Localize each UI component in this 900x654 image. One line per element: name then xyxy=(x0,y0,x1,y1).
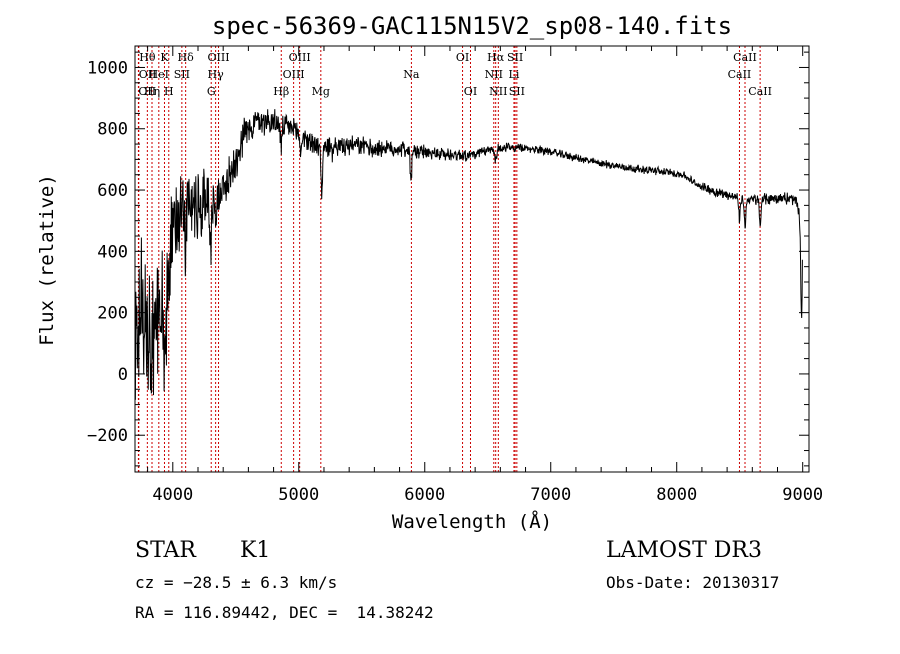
object-subclass: K1 xyxy=(240,538,271,563)
sky-coordinates: RA = 116.89442, DEC = 14.38242 xyxy=(135,603,434,622)
y-tick-label: 400 xyxy=(97,242,128,262)
spectral-line-label: OII xyxy=(139,68,157,81)
spectral-line-label: OIII xyxy=(289,51,311,64)
spectral-line-label: SII xyxy=(509,85,525,98)
x-tick-label: 7000 xyxy=(530,485,571,505)
y-tick-label: 200 xyxy=(97,304,128,324)
x-axis-label: Wavelength (Å) xyxy=(392,510,552,533)
spectral-line-label: Mg xyxy=(312,85,330,98)
x-tick-label: 9000 xyxy=(782,485,823,505)
chart-title: spec-56369-GAC115N15V2_sp08-140.fits xyxy=(212,12,732,40)
spectral-line-markers xyxy=(137,46,761,472)
spectral-line-label: Hθ xyxy=(139,51,156,64)
spectral-line-label: CaII xyxy=(748,85,772,98)
spectral-line-label: H xyxy=(164,85,174,98)
spectral-line-label: NII xyxy=(485,68,503,81)
y-tick-label: 600 xyxy=(97,181,128,201)
spectral-line-label: Hη xyxy=(144,85,160,98)
plot-frame xyxy=(134,45,810,473)
x-tick-label: 4000 xyxy=(152,485,193,505)
spectral-line-label: OII xyxy=(138,85,156,98)
x-tick-label: 6000 xyxy=(404,485,445,505)
spectral-line-label: G xyxy=(207,85,216,98)
spectral-line-label: Hδ xyxy=(178,51,195,64)
spectral-line-label: Hβ xyxy=(273,85,289,98)
spectral-line-label: CaII xyxy=(733,51,757,64)
spectral-line-label: NII xyxy=(489,85,507,98)
spectral-line-labels: OIIOIIHθHηHeIKHSIIHδGHγOIIIHβOIIIOIIIMgN… xyxy=(138,51,772,98)
y-axis-label: Flux (relative) xyxy=(36,174,58,346)
observation-date: Obs-Date: 20130317 xyxy=(606,573,780,592)
survey-label: LAMOST DR3 xyxy=(606,538,762,563)
y-tick-label: 800 xyxy=(97,120,128,140)
spectral-line-label: OIII xyxy=(283,68,305,81)
y-tick-label: 1000 xyxy=(87,58,128,78)
spectral-line-label: Li xyxy=(509,68,520,81)
spectral-line-label: Hγ xyxy=(208,68,225,81)
object-class: STAR xyxy=(135,538,196,563)
spectral-line-label: OI xyxy=(464,85,477,98)
spectral-line-label: SII xyxy=(174,68,190,81)
spectral-line-label: SII xyxy=(507,51,523,64)
spectral-line-label: HeI xyxy=(149,68,169,81)
y-tick-label: 0 xyxy=(118,365,128,385)
axis-ticks xyxy=(135,46,809,472)
spectral-line-label: OI xyxy=(456,51,469,64)
x-tick-label: 8000 xyxy=(656,485,697,505)
x-tick-label: 5000 xyxy=(278,485,319,505)
spectral-line-label: Hα xyxy=(487,51,505,64)
tick-labels: 4000 5000 6000 7000 8000 9000 −200 0 200 400 600 80… xyxy=(87,58,823,505)
spectral-line-label: K xyxy=(160,51,169,64)
redshift-velocity: cz = −28.5 ± 6.3 km/s xyxy=(135,573,338,592)
spectral-line-label: OIII xyxy=(207,51,229,64)
y-tick-label: −200 xyxy=(87,426,128,446)
spectral-line-label: CaII xyxy=(728,68,752,81)
spectrum-line xyxy=(134,109,803,400)
spectral-line-label: Na xyxy=(403,68,420,81)
